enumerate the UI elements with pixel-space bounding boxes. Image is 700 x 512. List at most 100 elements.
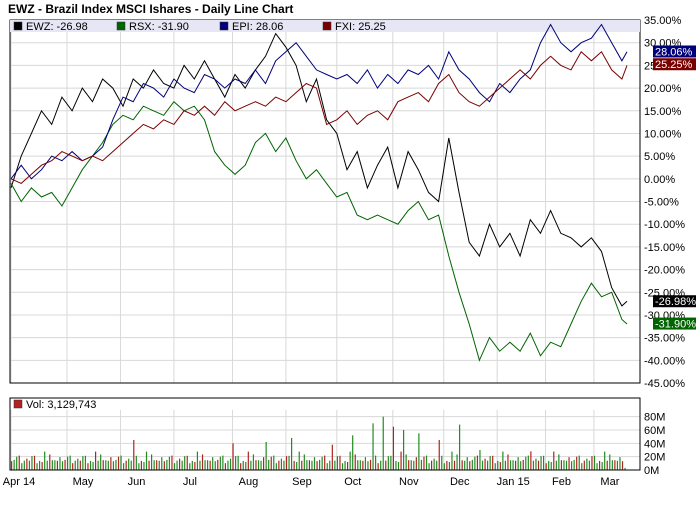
- volume-bar: [245, 462, 247, 470]
- volume-bar: [543, 455, 545, 470]
- volume-bar: [545, 463, 547, 470]
- volume-bar: [212, 457, 214, 470]
- price-y-tick-label: -45.00%: [644, 378, 685, 390]
- volume-bar: [431, 460, 433, 470]
- volume-bar: [291, 438, 293, 470]
- volume-bar: [581, 463, 583, 470]
- volume-bar: [461, 460, 463, 470]
- volume-bar: [326, 463, 328, 470]
- volume-bar: [471, 459, 473, 470]
- x-tick-label: Aug: [239, 476, 259, 488]
- volume-bar: [280, 458, 283, 470]
- volume-bar: [158, 460, 160, 470]
- volume-legend-label: Vol: 3,129,743: [26, 399, 96, 411]
- volume-bar: [95, 451, 97, 470]
- volume-bar: [59, 457, 61, 470]
- volume-bar: [390, 455, 392, 470]
- x-tick-label: Jan 15: [497, 476, 530, 488]
- volume-bar: [525, 456, 527, 470]
- volume-bar: [512, 460, 514, 470]
- volume-bar: [283, 460, 285, 470]
- volume-bar: [49, 454, 51, 470]
- volume-bar: [199, 460, 201, 470]
- volume-bar: [555, 460, 557, 470]
- volume-bar: [237, 455, 239, 470]
- volume-bar: [408, 460, 410, 470]
- volume-bar: [61, 461, 64, 470]
- volume-bar: [359, 460, 361, 470]
- volume-bar: [425, 455, 428, 470]
- price-y-tick-label: -10.00%: [644, 219, 685, 231]
- volume-bar: [84, 455, 87, 470]
- volume-bar: [23, 460, 25, 470]
- end-label-rsx: -31.90%: [655, 319, 696, 331]
- volume-bar: [436, 460, 438, 470]
- volume-bar: [593, 455, 596, 470]
- volume-bar: [487, 460, 489, 470]
- series-line-rsx: [10, 100, 628, 362]
- volume-bar: [558, 454, 560, 470]
- volume-bar: [451, 451, 453, 470]
- volume-bar: [568, 457, 570, 470]
- volume-bar: [469, 461, 471, 470]
- legend-swatch-ewz: [13, 21, 23, 31]
- volume-bar: [532, 460, 535, 470]
- volume-bar: [504, 460, 507, 470]
- volume-bar: [354, 454, 356, 470]
- volume-bar: [382, 416, 384, 470]
- volume-bar: [11, 461, 13, 470]
- volume-bar: [21, 463, 23, 470]
- volume-bar: [308, 460, 311, 470]
- volume-bar: [578, 455, 580, 470]
- volume-bar: [446, 460, 448, 470]
- volume-bar: [334, 460, 336, 470]
- volume-bar: [433, 458, 435, 470]
- volume-bar: [31, 456, 33, 470]
- volume-bar: [527, 455, 529, 470]
- volume-bar: [357, 460, 359, 470]
- volume-bar: [293, 460, 295, 470]
- volume-bar: [517, 457, 519, 470]
- volume-bar: [46, 460, 48, 470]
- volume-bar: [329, 460, 331, 470]
- x-tick-label: Jul: [183, 476, 197, 488]
- volume-bar: [331, 444, 333, 470]
- volume-bar: [176, 460, 178, 470]
- x-tick-label: Dec: [450, 476, 470, 488]
- volume-bar: [163, 461, 165, 470]
- price-y-tick-label: -5.00%: [644, 197, 679, 209]
- volume-bar: [107, 460, 109, 470]
- volume-bar: [507, 454, 509, 470]
- end-label-fxi: 25.25%: [655, 59, 693, 71]
- volume-bar: [481, 460, 484, 470]
- volume-bars: [11, 416, 626, 470]
- volume-bar: [571, 461, 573, 470]
- volume-bar: [278, 460, 280, 470]
- volume-bar: [140, 460, 143, 470]
- volume-bar: [347, 462, 349, 470]
- volume-bar: [301, 460, 303, 470]
- volume-bar: [341, 463, 344, 470]
- volume-bar: [573, 459, 575, 470]
- volume-bar: [321, 456, 323, 470]
- volume-bar: [207, 460, 209, 470]
- volume-bar: [443, 463, 445, 470]
- volume-bar: [51, 460, 53, 470]
- series-end-labels: 28.06%25.25% -26.98% -31.90%: [653, 45, 696, 331]
- volume-bar: [196, 451, 199, 470]
- volume-bar: [268, 459, 270, 470]
- volume-bar: [415, 457, 417, 470]
- volume-bar: [413, 460, 415, 470]
- volume-bar: [288, 455, 290, 470]
- volume-bar: [168, 456, 171, 470]
- volume-bar: [405, 454, 407, 470]
- volume-bar: [161, 457, 163, 470]
- volume-bar: [54, 460, 56, 470]
- volume-bar: [349, 451, 351, 470]
- volume-bar: [74, 460, 76, 470]
- volume-bar: [397, 462, 400, 470]
- volume-bar: [115, 459, 117, 470]
- volume-bar: [102, 460, 104, 470]
- volume-bar: [235, 456, 237, 470]
- volume-bar: [36, 463, 38, 470]
